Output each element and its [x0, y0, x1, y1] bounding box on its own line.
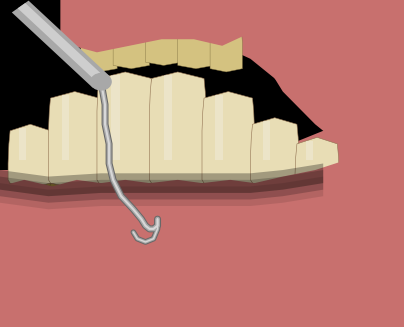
Circle shape [91, 74, 111, 90]
Polygon shape [210, 23, 242, 72]
Polygon shape [0, 164, 323, 196]
Polygon shape [61, 0, 250, 52]
Polygon shape [202, 92, 255, 188]
Polygon shape [19, 128, 26, 160]
Polygon shape [234, 0, 404, 180]
Polygon shape [164, 75, 172, 160]
Polygon shape [18, 3, 106, 83]
Polygon shape [250, 118, 299, 188]
Polygon shape [48, 183, 101, 262]
Polygon shape [149, 183, 206, 265]
Polygon shape [250, 183, 299, 255]
Polygon shape [178, 10, 214, 69]
Polygon shape [0, 124, 404, 327]
Polygon shape [295, 183, 339, 249]
Polygon shape [295, 137, 339, 188]
Polygon shape [111, 75, 120, 160]
Polygon shape [0, 180, 404, 327]
Polygon shape [8, 124, 53, 188]
Polygon shape [61, 0, 404, 131]
Polygon shape [149, 72, 206, 188]
Polygon shape [215, 95, 223, 160]
Polygon shape [145, 3, 182, 65]
Polygon shape [0, 144, 404, 327]
Polygon shape [12, 1, 109, 88]
Polygon shape [202, 183, 255, 262]
Polygon shape [0, 177, 323, 209]
Polygon shape [48, 92, 101, 188]
Polygon shape [306, 141, 313, 160]
Polygon shape [8, 183, 53, 258]
Polygon shape [97, 183, 154, 265]
Polygon shape [61, 95, 69, 160]
Polygon shape [113, 10, 149, 69]
Polygon shape [97, 72, 154, 188]
Polygon shape [81, 20, 117, 72]
Polygon shape [0, 170, 323, 203]
Polygon shape [263, 121, 270, 160]
